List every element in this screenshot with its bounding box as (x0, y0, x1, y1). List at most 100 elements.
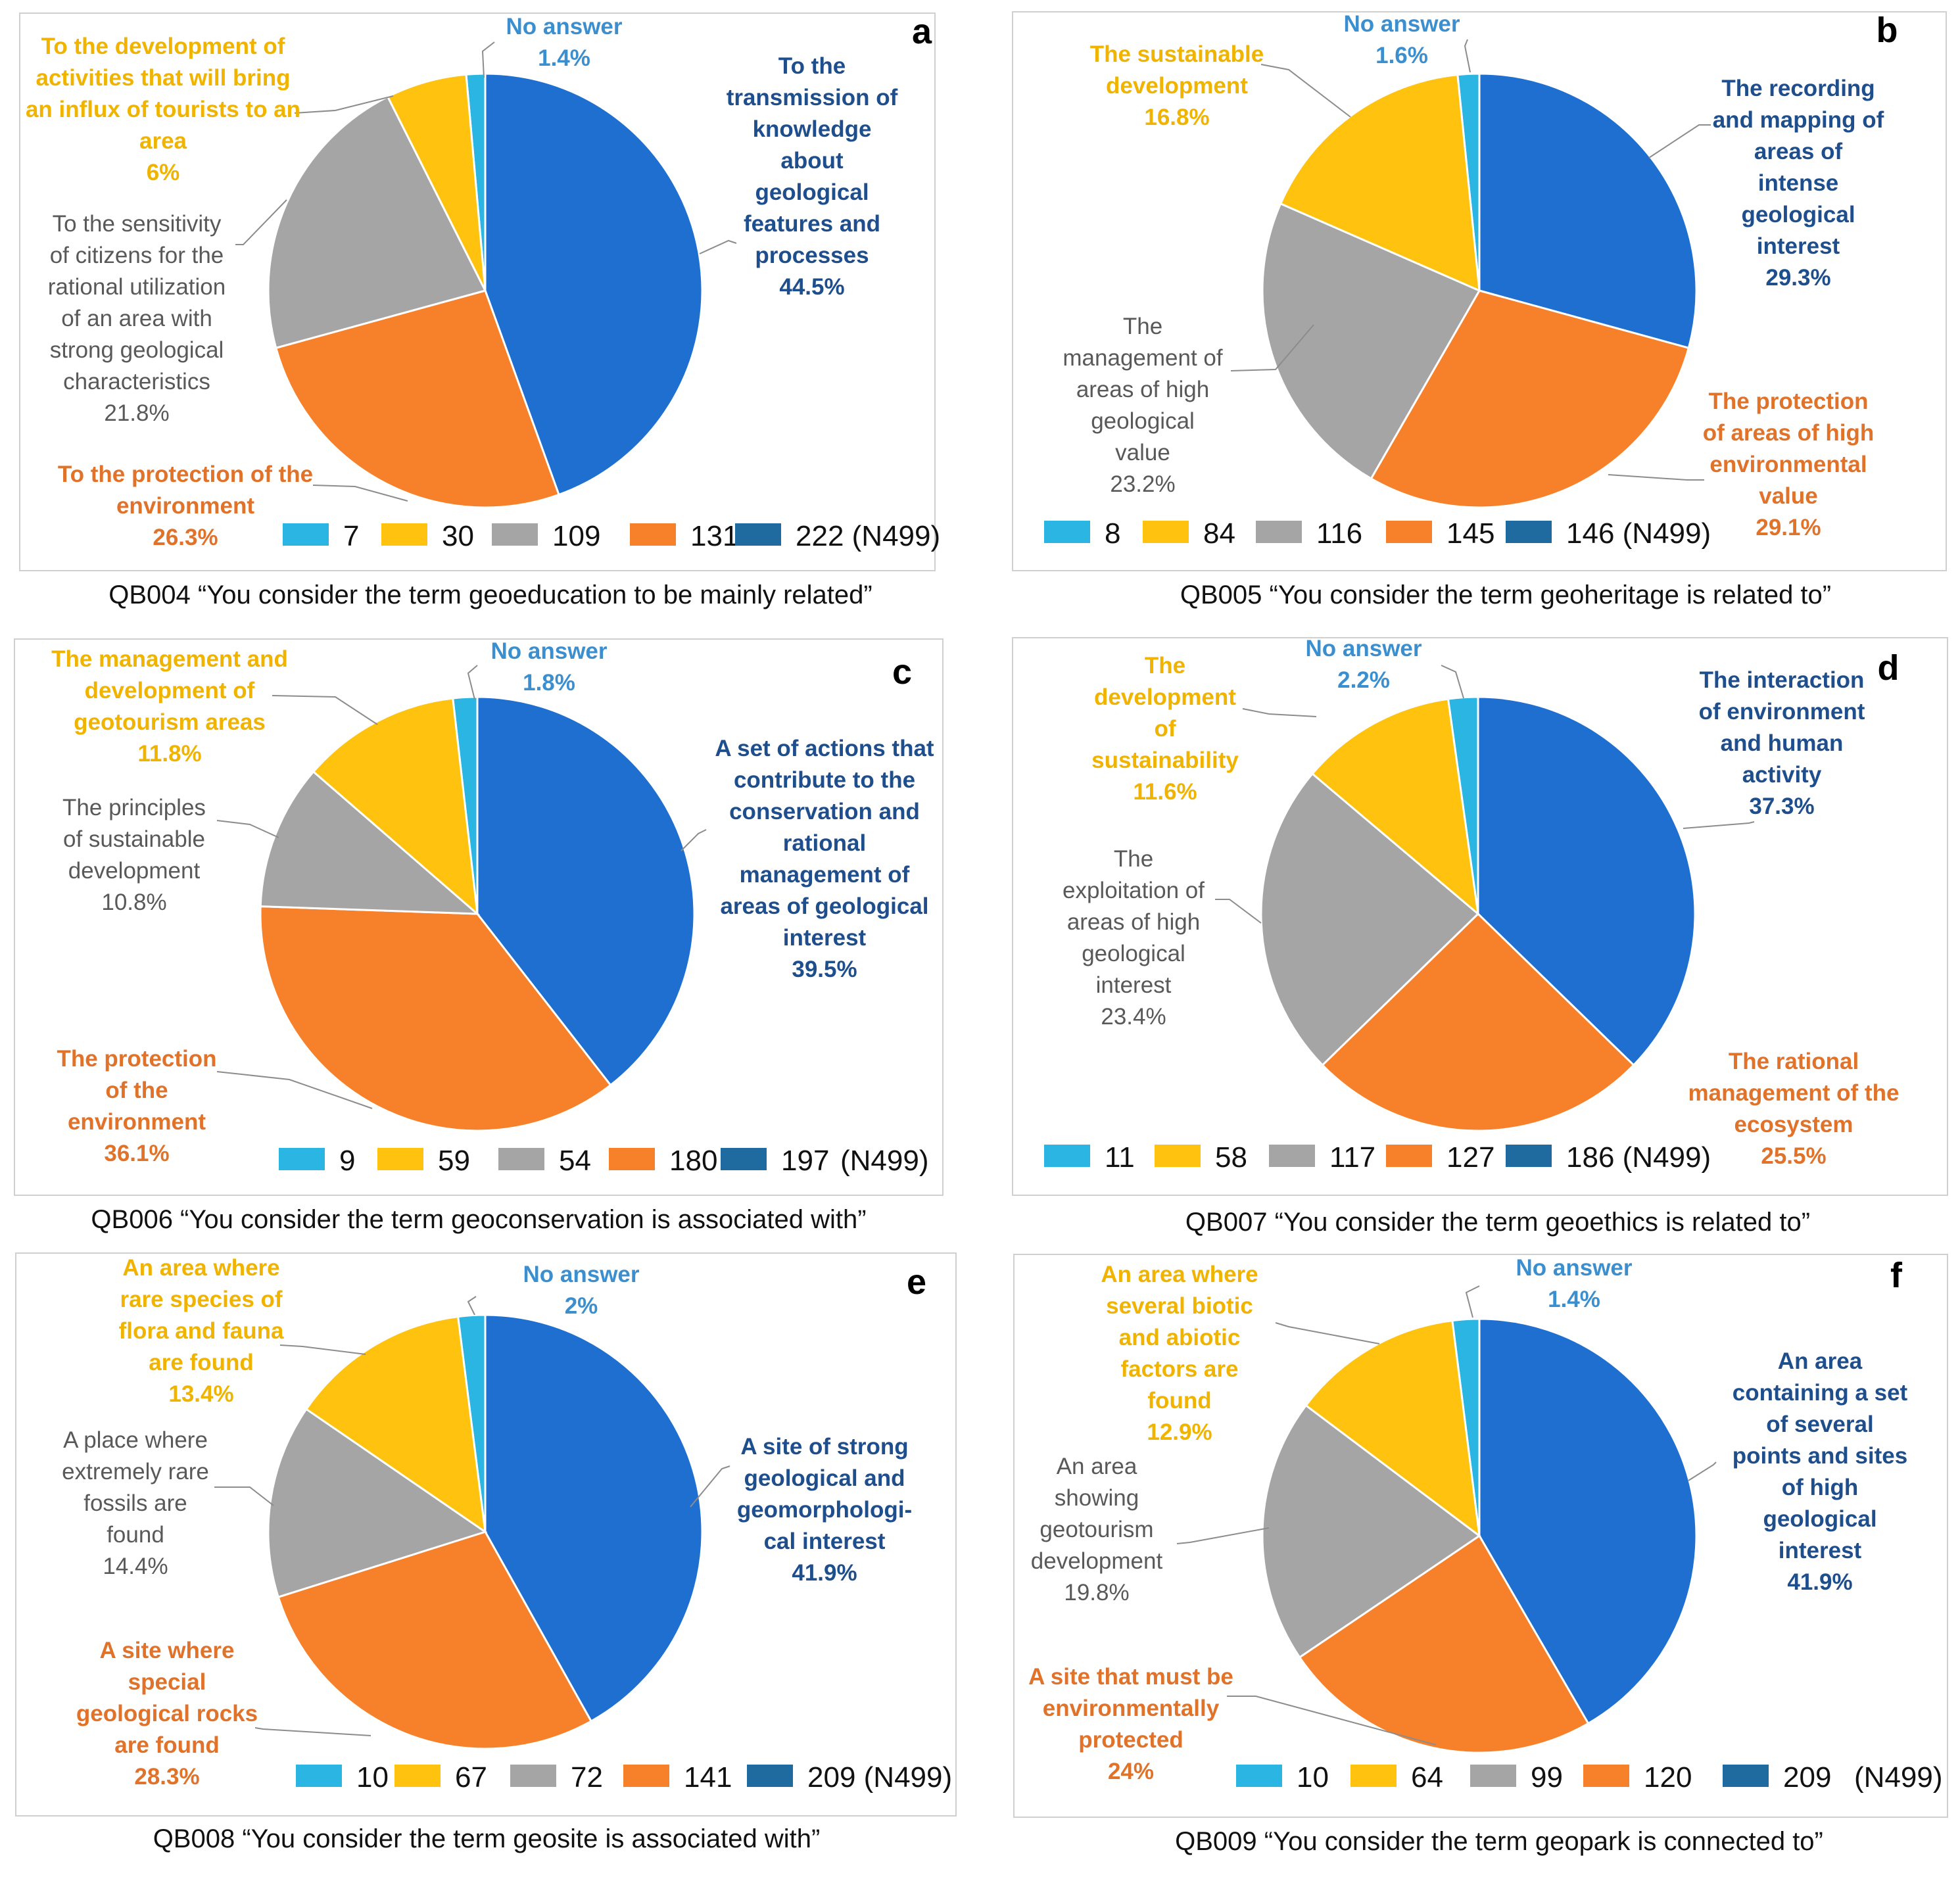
slice-label-line: rational (783, 830, 866, 856)
slice-label-line: 29.3% (1765, 265, 1830, 291)
slice-label-line: geological and (744, 1465, 905, 1491)
slice-label-line: area (139, 128, 187, 154)
leader-line (1465, 1285, 1480, 1318)
slice-label-line: management of (1063, 345, 1222, 371)
legend-value: 10 (1297, 1761, 1329, 1794)
slice-label-line: 26.3% (153, 525, 218, 550)
slice-label-line: The recording (1721, 76, 1875, 101)
leader-line (216, 820, 279, 838)
legend-swatch (1350, 1765, 1397, 1787)
slice-label-orange: The rational management of the ecosystem 25… (1688, 1049, 1900, 1169)
slice-label-line: 24% (1108, 1759, 1154, 1784)
leader-line (1215, 899, 1262, 924)
slice-label-line: found (1147, 1388, 1211, 1414)
slice-label-line: development (68, 858, 201, 884)
slice-label-gray: The principles of sustainable development 1… (62, 795, 206, 915)
pie-slice-orange (1321, 912, 1635, 1132)
slice-label-line: To the sensitivity (53, 211, 222, 237)
legend: 10 64 99 120 209 (N499) (1236, 1761, 1943, 1794)
panel-letter: b (1876, 11, 1898, 50)
slice-label-no-answer: No answer 1.8% (491, 638, 608, 696)
legend: 10 67 72 141 209 (N499) (296, 1761, 952, 1794)
slice-label-blue: The interaction of environment and human ac… (1699, 667, 1865, 819)
slice-label-gray: An area showing geotourism development 19.8% (1031, 1454, 1163, 1605)
chart-panel-b: No answer 1.6% The recording and mapping of… (1012, 11, 1947, 609)
legend-value: 222 (N499) (796, 520, 940, 552)
slice-label-line: 23.4% (1101, 1004, 1166, 1030)
slice-label-line: special (128, 1669, 206, 1695)
slice-label-line: areas of (1754, 139, 1843, 164)
pie-slice-yellow (1304, 1319, 1481, 1538)
slice-label-line: protected (1078, 1727, 1183, 1753)
panel-letter: d (1878, 648, 1900, 688)
slice-label-line: of sustainable (63, 826, 205, 852)
chart-panel-c: No answer 1.8% A set of actions that contri… (14, 638, 944, 1234)
slice-label-gray: A place where extremely rare fossils are fo… (62, 1427, 209, 1579)
slice-label-line: characteristics (63, 369, 210, 394)
slice-label-line: 25.5% (1761, 1143, 1826, 1169)
leader-line (214, 1486, 274, 1506)
legend-swatch (623, 1765, 669, 1787)
slice-label-line: of an area with (61, 306, 212, 331)
legend-value: 54 (559, 1145, 591, 1177)
panel-caption: QB007 “You consider the term geoethics i… (1185, 1208, 1810, 1237)
legend-swatch (377, 1148, 423, 1170)
slice-label-line: showing (1055, 1485, 1139, 1511)
legend-swatch (1044, 521, 1090, 543)
slice-label-line: No answer (523, 1262, 640, 1287)
slice-label-line: 1.4% (538, 45, 590, 71)
pie-slice-yellow (386, 73, 487, 291)
legend-value: 186 (N499) (1566, 1141, 1711, 1174)
leader-line (1688, 1461, 1717, 1481)
leader-line (1242, 708, 1317, 717)
slice-label-line: of citizens for the (50, 243, 224, 268)
slice-label-blue: To the transmission of knowledge about geolo… (727, 53, 898, 300)
legend-value: 30 (442, 520, 474, 552)
slice-label-gray: The exploitation of areas of high geologica… (1063, 846, 1205, 1030)
slice-label-line: 10.8% (101, 890, 166, 915)
slice-label-line: 29.1% (1756, 515, 1821, 540)
leader-line (1464, 39, 1471, 73)
legend-value: 127 (1446, 1141, 1494, 1174)
pie-slice-gray (259, 770, 481, 915)
slice-label-line: areas of high (1076, 377, 1209, 402)
panel-letter: c (892, 652, 912, 692)
legend-value: 141 (684, 1761, 732, 1794)
slice-label-line: processes (755, 243, 869, 268)
pie-slice-gray (1260, 772, 1480, 1067)
slice-label-blue: A site of strong geological and geomorphol… (737, 1434, 912, 1586)
legend-value: 7 (343, 520, 359, 552)
panel-caption: QB004 “You consider the term geoeducatio… (108, 581, 872, 609)
legend-swatch (1044, 1145, 1090, 1167)
slice-label-line: No answer (1516, 1255, 1633, 1281)
leader-line (1683, 821, 1755, 829)
slice-label-yellow: The sustainable development 16.8% (1090, 41, 1264, 130)
panel-letter: e (907, 1262, 926, 1302)
slice-label-line: features and (744, 211, 880, 237)
panel-letter: f (1890, 1256, 1903, 1295)
legend-swatch (1506, 1145, 1552, 1167)
leader-line (1227, 1696, 1437, 1746)
leader-line (1608, 474, 1704, 481)
pie-slice-orange (1370, 289, 1690, 509)
slice-label-line: The principles (62, 795, 206, 820)
slice-label-line: geological rocks (76, 1701, 258, 1726)
slice-label-line: value (1759, 483, 1818, 509)
slice-label-line: 36.1% (104, 1141, 169, 1166)
slice-label-line: The management and (51, 646, 288, 672)
legend-value: 9 (339, 1145, 355, 1177)
pie-slice-yellow (1279, 74, 1481, 293)
slice-label-line: development (1031, 1548, 1163, 1574)
slice-label-yellow: An area where rare species of flora and fa… (119, 1255, 284, 1407)
slice-label-line: 14.4% (103, 1554, 168, 1579)
legend-value: 209 (1783, 1761, 1831, 1794)
panel-caption: QB009 “You consider the term geopark is … (1175, 1827, 1823, 1856)
slice-label-line: environmentally (1043, 1696, 1220, 1721)
slice-label-line: geotourism areas (74, 709, 266, 735)
pie-slice-orange (1298, 1534, 1590, 1754)
legend-swatch (492, 523, 538, 546)
pie-slice-yellow (312, 697, 479, 916)
panel-caption: QB008 “You consider the term geosite is … (153, 1824, 821, 1853)
slice-label-line: 1.4% (1548, 1287, 1600, 1312)
slice-label-line: No answer (1344, 11, 1460, 37)
